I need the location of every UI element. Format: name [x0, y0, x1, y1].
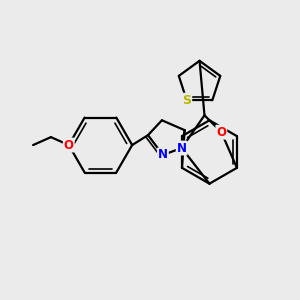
Text: O: O: [64, 139, 74, 152]
Text: N: N: [177, 142, 187, 154]
Text: S: S: [182, 94, 191, 107]
Text: N: N: [158, 148, 168, 161]
Text: O: O: [216, 126, 226, 139]
